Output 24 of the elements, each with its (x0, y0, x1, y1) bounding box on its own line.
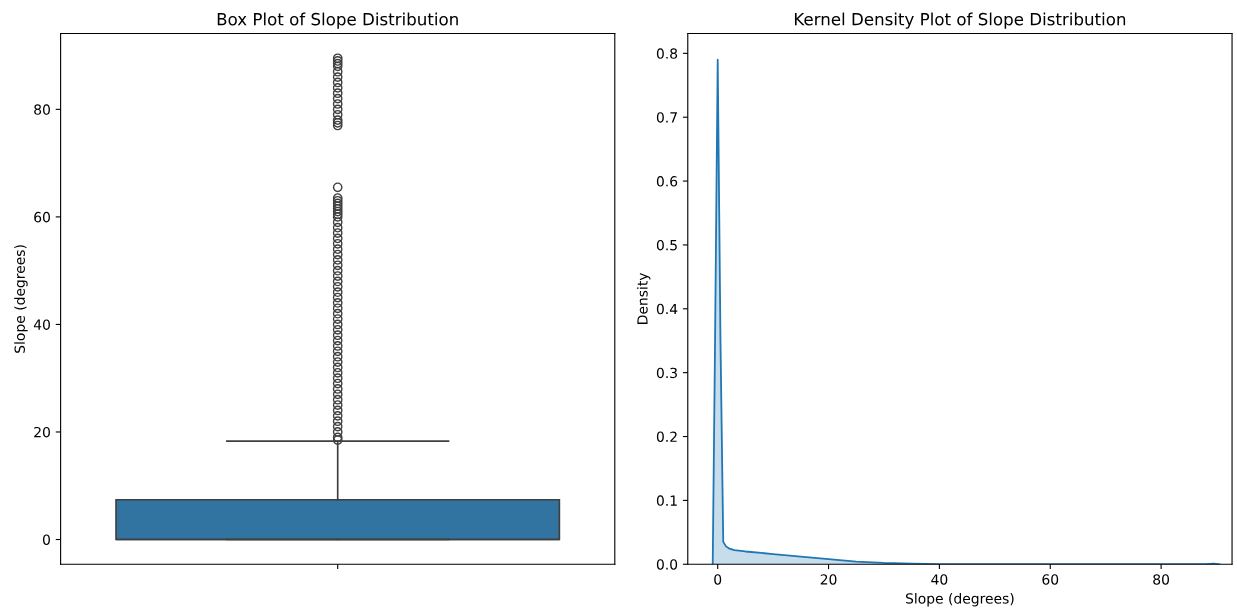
chart-title: Box Plot of Slope Distribution (217, 12, 458, 29)
y-tick-label: 0.2 (656, 431, 677, 442)
x-tick-label: 0 (714, 574, 722, 585)
y-tick-label: 0 (42, 534, 50, 545)
y-tick-label: 0.8 (656, 48, 678, 59)
y-axis-title: Density (636, 272, 651, 324)
y-tick-label: 0.1 (656, 495, 677, 506)
y-tick-label: 20 (34, 426, 50, 438)
x-tick-label: 60 (1042, 574, 1059, 585)
x-tick-label: 40 (931, 574, 948, 585)
x-axis-title: Slope (degrees) (905, 592, 1014, 607)
y-tick-label: 0.0 (656, 559, 678, 570)
y-tick-label: 0.5 (656, 239, 677, 251)
y-tick-label: 0.7 (656, 112, 677, 123)
x-tick-label: 80 (1153, 574, 1170, 585)
y-tick-label: 0.6 (656, 176, 678, 187)
y-tick-label: 80 (34, 104, 50, 115)
y-tick-label: 60 (34, 211, 50, 223)
chart-title: Kernel Density Plot of Slope Distribution (794, 12, 1126, 29)
y-tick-label: 0.4 (656, 303, 678, 315)
x-tick-label: 20 (820, 574, 837, 585)
y-tick-label: 0.3 (656, 367, 677, 379)
y-axis-title: Slope (degrees) (14, 245, 28, 353)
y-tick-label: 40 (33, 319, 50, 330)
